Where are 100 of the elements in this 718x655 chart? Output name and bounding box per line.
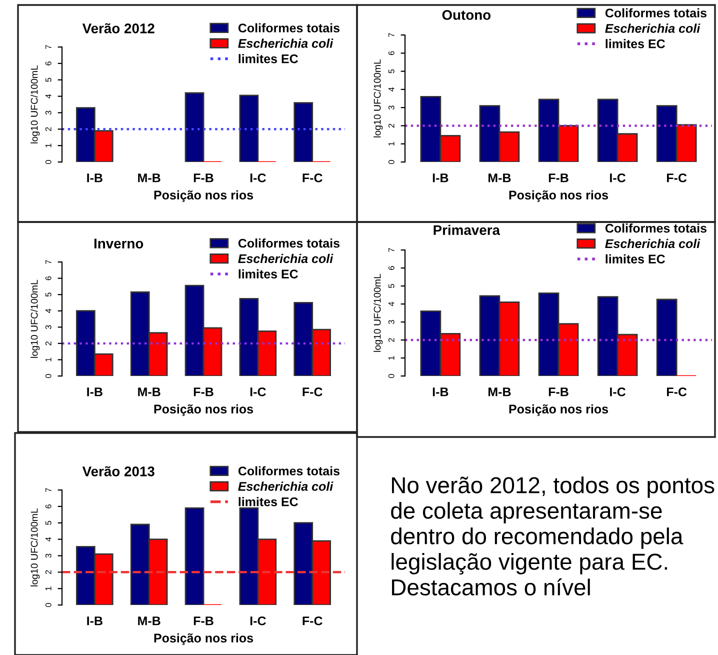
y-tick-label: 6 xyxy=(388,51,394,56)
y-tick-label: 3 xyxy=(45,110,52,115)
x-tick-label: M-B xyxy=(138,174,160,182)
x-axis-title: Posição nos rios xyxy=(154,404,254,416)
chart-title: Primavera xyxy=(434,224,500,236)
y-tick-label: 0 xyxy=(45,603,52,607)
legend-label: Escherichia coli xyxy=(238,38,334,48)
x-tick-label: F-C xyxy=(302,173,322,182)
legend-label: limites EC xyxy=(606,39,665,48)
legend-label: limites EC xyxy=(238,497,298,506)
x-tick-label: I-B xyxy=(432,388,448,396)
y-tick-label: 1 xyxy=(46,144,52,148)
y-tick-label: 2 xyxy=(388,338,394,342)
x-tick-label: I-B xyxy=(87,174,102,182)
x-tick-label: F-C xyxy=(302,616,322,626)
y-axis-title: log10 UFC/100mL xyxy=(30,280,40,358)
y-tick-label: 0 xyxy=(388,160,394,164)
y-tick-label: 5 xyxy=(388,284,394,288)
x-tick-label: I-C xyxy=(610,387,626,396)
chart-title: Outono xyxy=(442,10,491,20)
y-tick-label: 0 xyxy=(388,374,394,378)
y-tick-label: 2 xyxy=(45,342,52,346)
x-tick-label: I-C xyxy=(250,387,266,396)
y-axis-title: log10 UFC/100mL xyxy=(374,274,383,352)
y-tick-label: 7 xyxy=(46,260,52,264)
y-tick-label: 3 xyxy=(45,325,52,330)
y-tick-label: 4 xyxy=(388,87,394,92)
y-tick-label: 1 xyxy=(388,356,394,360)
x-tick-label: F-B xyxy=(194,616,214,626)
y-tick-label: 7 xyxy=(46,488,52,492)
y-tick-label: 6 xyxy=(45,276,52,280)
x-axis-title: Posição nos rios xyxy=(509,190,608,202)
y-tick-label: 7 xyxy=(388,248,394,252)
y-tick-label: 6 xyxy=(388,266,394,270)
legend-label: Coliformes totais xyxy=(238,238,340,248)
x-tick-label: I-B xyxy=(87,616,102,626)
legend-label: limites EC xyxy=(606,254,665,264)
chart-title: Verão 2013 xyxy=(82,466,154,476)
x-tick-label: F-B xyxy=(548,388,568,396)
y-tick-label: 1 xyxy=(46,586,52,590)
x-axis-title: Posição nos rios xyxy=(509,404,608,416)
x-axis-title: Posição nos rios xyxy=(154,633,254,645)
bar xyxy=(656,298,678,376)
x-tick-label: M-B xyxy=(488,388,511,396)
y-tick-label: 1 xyxy=(46,358,52,362)
x-tick-label: M-B xyxy=(138,388,160,396)
y-axis-title: log10 UFC/100mL xyxy=(374,59,383,138)
y-tick-label: 5 xyxy=(388,69,394,74)
y-tick-label: 6 xyxy=(45,61,52,66)
x-tick-label: F-B xyxy=(548,174,568,182)
y-tick-label: 3 xyxy=(45,554,52,558)
x-tick-label: I-C xyxy=(250,173,266,182)
y-axis-title: log10 UFC/100mL xyxy=(30,508,40,586)
y-tick-label: 6 xyxy=(45,504,52,508)
y-tick-label: 3 xyxy=(388,106,394,110)
x-tick-label: F-B xyxy=(194,388,214,396)
y-tick-label: 2 xyxy=(388,124,394,128)
legend-label: Coliformes totais xyxy=(238,466,340,476)
y-tick-label: 4 xyxy=(388,302,394,306)
legend-label: Coliformes totais xyxy=(605,8,706,18)
y-tick-label: 7 xyxy=(388,33,394,37)
chart-title: Inverno xyxy=(94,238,144,248)
legend-label: Coliformes totais xyxy=(605,224,706,233)
x-tick-label: F-C xyxy=(667,173,687,182)
legend-label: Escherichia coli xyxy=(605,24,700,33)
legend-label: limites EC xyxy=(238,269,298,278)
y-tick-label: 0 xyxy=(45,160,52,164)
x-tick-label: M-B xyxy=(138,616,160,626)
y-tick-label: 4 xyxy=(46,537,52,542)
y-tick-label: 0 xyxy=(45,374,52,378)
bar xyxy=(184,507,204,605)
y-tick-label: 5 xyxy=(46,292,52,297)
y-tick-label: 2 xyxy=(45,127,52,132)
y-tick-label: 2 xyxy=(45,570,52,574)
x-tick-label: I-B xyxy=(432,174,448,182)
y-tick-label: 5 xyxy=(46,520,52,525)
bar xyxy=(294,102,314,162)
y-tick-label: 1 xyxy=(388,142,394,146)
bar xyxy=(239,94,259,162)
legend-label: Coliformes totais xyxy=(238,23,340,32)
x-tick-label: F-C xyxy=(302,387,322,396)
y-tick-label: 4 xyxy=(46,308,52,313)
x-tick-label: F-C xyxy=(667,387,687,396)
x-tick-label: M-B xyxy=(488,174,511,182)
y-tick-label: 4 xyxy=(46,94,52,98)
text: No verão 2012, todos os pontos de coleta apresentaram-se dentro do recomendado pela legislação vigente para EC. Destacamos o nível xyxy=(391,476,714,596)
legend-label: Escherichia coli xyxy=(238,482,334,491)
x-tick-label: I-B xyxy=(87,388,102,396)
x-tick-label: I-C xyxy=(610,173,626,182)
legend-label: Escherichia coli xyxy=(238,254,334,264)
y-tick-label: 5 xyxy=(46,78,52,82)
bar xyxy=(184,92,204,162)
y-tick-label: 3 xyxy=(388,320,394,324)
x-tick-label: F-B xyxy=(194,174,214,182)
x-tick-label: I-C xyxy=(250,616,266,626)
chart-title: Verão 2012 xyxy=(82,23,154,34)
legend-label: limites EC xyxy=(238,54,298,64)
legend-label: Escherichia coli xyxy=(605,238,700,248)
y-tick-label: 7 xyxy=(46,45,52,49)
x-axis-title: Posição nos rios xyxy=(154,190,254,202)
